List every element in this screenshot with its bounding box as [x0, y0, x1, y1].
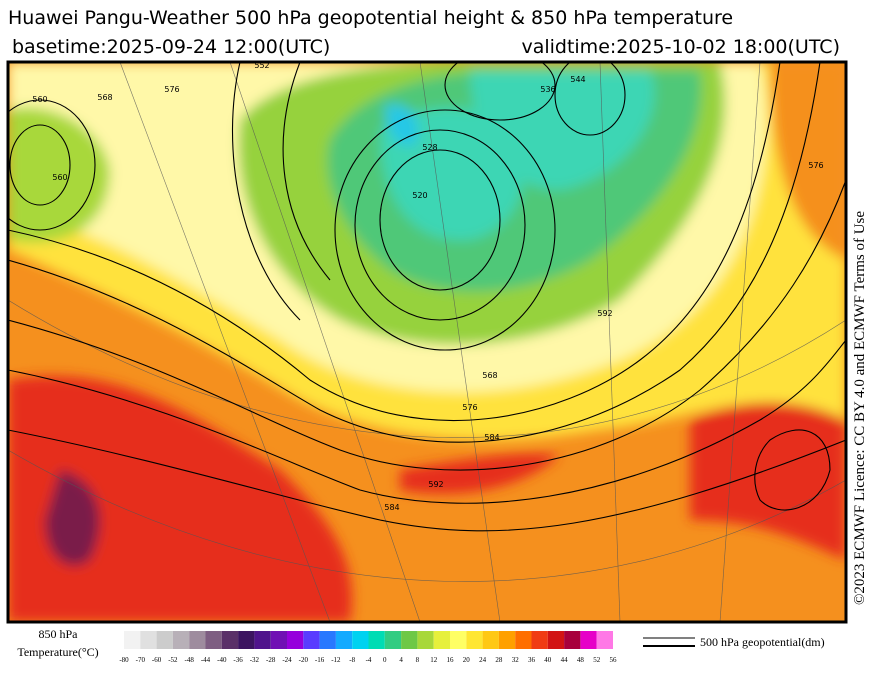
colorbar-cell — [596, 631, 613, 649]
colorbar-cell — [156, 631, 173, 649]
contour-label: 552 — [254, 61, 269, 70]
colorbar-cell — [433, 631, 450, 649]
colorbar-cell — [140, 631, 157, 649]
colorbar-tick-label: 28 — [495, 656, 503, 664]
colorbar-cell — [482, 631, 499, 649]
colorbar-cell — [368, 631, 385, 649]
contour-label: 536 — [540, 85, 555, 94]
contour-label: 584 — [384, 503, 399, 512]
colorbar-cell — [580, 631, 597, 649]
colorbar-tick-label: 36 — [528, 656, 536, 664]
colorbar-cell — [335, 631, 353, 649]
colorbar-tick-label: -32 — [250, 656, 260, 664]
colorbar-tick-label: -60 — [152, 656, 162, 664]
colorbar-tick-label: -8 — [349, 656, 355, 664]
colorbar-cell — [450, 631, 467, 649]
colorbar-cell — [254, 631, 271, 649]
colorbar-cell — [531, 631, 548, 649]
colorbar-tick-label: 8 — [416, 656, 420, 664]
colorbar-tick-label: -48 — [185, 656, 195, 664]
basetime: basetime:2025-09-24 12:00(UTC) — [12, 36, 330, 58]
map-field: 560 552 568 576 528 520 536 544 560 568 576 584 592 5… — [8, 61, 846, 622]
colorbar-cell — [270, 631, 287, 649]
colorbar-cell — [172, 631, 190, 649]
colorbar-tick-label: 52 — [593, 656, 601, 664]
colorbar-tick-label: 0 — [383, 656, 387, 664]
colorbar-cell — [564, 631, 581, 649]
colorbar-tick-label: -16 — [315, 656, 325, 664]
colorbar-tick-label: 12 — [430, 656, 438, 664]
colorbar-cell — [352, 631, 369, 649]
colorbar-cell — [205, 631, 222, 649]
colorbar-tick-label: 56 — [610, 656, 618, 664]
colorbar-tick-label: 16 — [447, 656, 455, 664]
contour-label: 520 — [412, 191, 427, 200]
colorbar-tick-label: -24 — [282, 656, 292, 664]
colorbar-cell — [547, 631, 565, 649]
colorbar-tick-label: -52 — [168, 656, 178, 664]
colorbar-cell — [498, 631, 516, 649]
colorbar-cell — [319, 631, 336, 649]
colorbar-tick-label: -12 — [331, 656, 341, 664]
colorbar-cell — [515, 631, 532, 649]
contour-label: 544 — [570, 75, 585, 84]
contour-label: 568 — [97, 93, 112, 102]
contour-label: 528 — [422, 143, 437, 152]
colorbar-tick-label: 32 — [512, 656, 520, 664]
contour-label: 592 — [428, 480, 443, 489]
colorbar-tick-label: -70 — [136, 656, 146, 664]
colorbar-cell — [303, 631, 320, 649]
contour-label: 576 — [164, 85, 179, 94]
contour-label: 592 — [597, 309, 612, 318]
validtime: validtime:2025-10-02 18:00(UTC) — [521, 36, 840, 58]
colorbar: -80 -70 -60 -52 -48 -44 -40 -36 -32 -28 -24 -20 -16-… — [119, 631, 617, 664]
colorbar-tick-label: -40 — [217, 656, 227, 664]
contour-label: 568 — [482, 371, 497, 380]
title: Huawei Pangu-Weather 500 hPa geopotentia… — [8, 7, 733, 29]
colorbar-cell — [189, 631, 206, 649]
colorbar-title: 850 hPa — [39, 627, 79, 641]
colorbar-cell — [417, 631, 434, 649]
legend-label: 500 hPa geopotential(dm) — [700, 635, 825, 649]
licence: ©2023 ECMWF Licence: CC BY 4.0 and ECMWF… — [852, 211, 868, 605]
contour-label: 584 — [484, 433, 499, 442]
colorbar-title: Temperature(°C) — [17, 645, 98, 659]
colorbar-tick-label: -80 — [119, 656, 129, 664]
map-frame — [6, 60, 848, 624]
colorbar-cell — [221, 631, 239, 649]
colorbar-tick-label: -20 — [299, 656, 309, 664]
colorbar-tick-label: 48 — [577, 656, 585, 664]
colorbar-tick-label: 4 — [399, 656, 403, 664]
colorbar-tick-label: -28 — [266, 656, 276, 664]
contour-label: 576 — [462, 403, 477, 412]
colorbar-cell — [238, 631, 255, 649]
colorbar-tick-label: -4 — [366, 656, 372, 664]
colorbar-cell — [287, 631, 304, 649]
colorbar-tick-label: 20 — [463, 656, 471, 664]
colorbar-tick-label: -36 — [233, 656, 243, 664]
colorbar-tick-label: 44 — [561, 656, 569, 664]
contour-label: 576 — [808, 161, 823, 170]
contour-label: 560 — [32, 95, 47, 104]
colorbar-tick-label: -44 — [201, 656, 211, 664]
contour-label: 560 — [52, 173, 67, 182]
colorbar-tick-label: 24 — [479, 656, 487, 664]
colorbar-cell — [466, 631, 483, 649]
colorbar-cell — [124, 631, 141, 649]
colorbar-cell — [401, 631, 418, 649]
colorbar-cell — [384, 631, 402, 649]
colorbar-tick-label: 40 — [544, 656, 552, 664]
